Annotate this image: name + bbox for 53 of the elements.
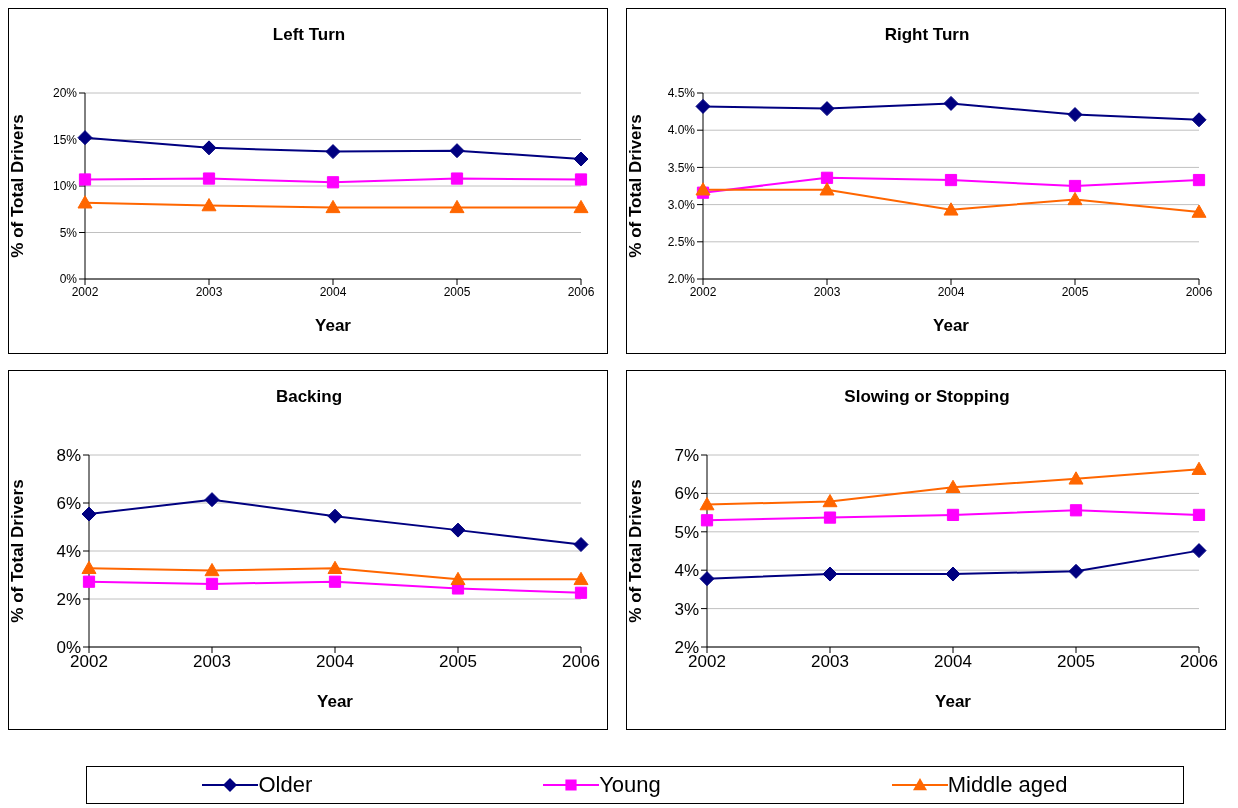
- y-tick-label: 2.0%: [667, 272, 696, 287]
- legend-label: Young: [599, 772, 661, 798]
- y-tick-label: 2%: [56, 590, 81, 610]
- x-tick-label: 2006: [1180, 652, 1218, 672]
- x-tick-label: 2006: [1185, 284, 1213, 299]
- y-axis-title: % of Total Drivers: [8, 479, 28, 623]
- x-tick-label: 2005: [443, 284, 471, 299]
- y-tick-label: 2.5%: [667, 235, 696, 250]
- x-tick-label: 2006: [562, 652, 600, 672]
- x-tick-label: 2005: [439, 652, 477, 672]
- y-tick-label: 10%: [52, 179, 78, 194]
- x-axis-title: Year: [935, 692, 972, 711]
- y-tick-label: 7%: [674, 446, 699, 466]
- legend-label: Older: [258, 772, 313, 798]
- y-tick-label: 5%: [59, 225, 78, 240]
- y-tick-label: 3%: [674, 599, 699, 619]
- y-tick-label: 6%: [56, 494, 81, 514]
- x-axis-title: Year: [315, 316, 352, 335]
- x-tick-label: 2006: [567, 284, 595, 299]
- chart-title: Left Turn: [271, 25, 347, 45]
- x-axis-title: Year: [317, 692, 354, 711]
- y-tick-label: 6%: [674, 484, 699, 504]
- x-tick-label: 2003: [193, 652, 231, 672]
- y-tick-label: 20%: [52, 86, 78, 101]
- x-tick-label: 2002: [71, 284, 99, 299]
- x-tick-label: 2003: [811, 652, 849, 672]
- x-tick-label: 2004: [316, 652, 354, 672]
- chart-title: Slowing or Stopping: [843, 387, 1011, 407]
- y-axis-title: % of Total Drivers: [626, 479, 646, 623]
- x-tick-label: 2005: [1057, 652, 1095, 672]
- x-tick-label: 2004: [934, 652, 972, 672]
- y-axis-title: % of Total Drivers: [8, 114, 28, 258]
- x-tick-label: 2003: [813, 284, 841, 299]
- y-tick-label: 0%: [59, 272, 78, 287]
- y-tick-label: 4.0%: [667, 123, 696, 138]
- chart-title: Right Turn: [883, 25, 971, 45]
- x-tick-label: 2005: [1061, 284, 1089, 299]
- chart-title: Backing: [274, 387, 344, 407]
- y-tick-label: 4.5%: [667, 86, 696, 101]
- x-tick-label: 2004: [937, 284, 965, 299]
- legend-label: Middle aged: [947, 772, 1068, 798]
- y-tick-label: 5%: [674, 522, 699, 542]
- x-axis-title: Year: [933, 316, 970, 335]
- x-tick-label: 2004: [319, 284, 347, 299]
- y-tick-label: 8%: [56, 446, 81, 466]
- y-tick-label: 15%: [52, 132, 78, 147]
- x-tick-label: 2003: [195, 284, 223, 299]
- y-tick-label: 3.5%: [667, 160, 696, 175]
- y-tick-label: 4%: [56, 542, 81, 562]
- y-tick-label: 4%: [674, 561, 699, 581]
- y-tick-label: 3.0%: [667, 197, 696, 212]
- y-axis-title: % of Total Drivers: [626, 114, 646, 258]
- x-tick-label: 2002: [689, 284, 717, 299]
